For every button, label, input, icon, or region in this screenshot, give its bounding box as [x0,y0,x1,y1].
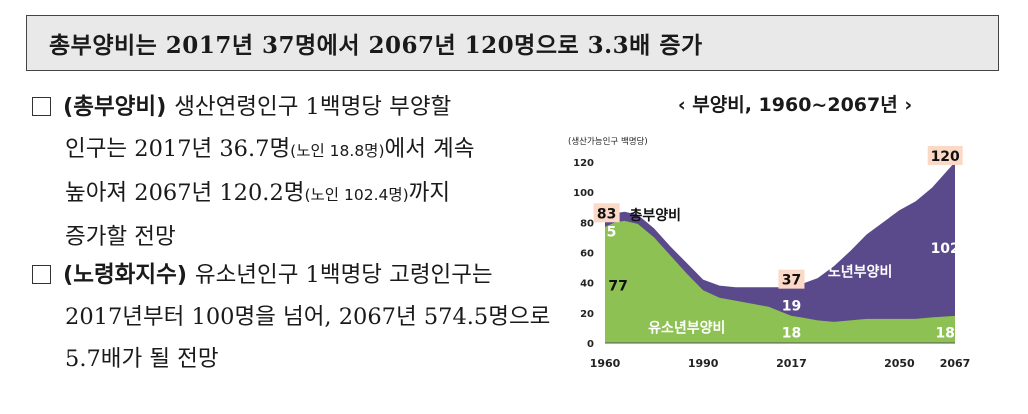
text-segment: (노인 102.4명) [304,186,409,204]
y-tick-label: 0 [587,339,594,350]
text-segment: 높아져 2067년 120.2명 [65,180,305,206]
bullet-aging-index: (노령화지수) 유소년인구 1백명당 고령인구는 2017년부터 100명을 넘어… [32,254,562,380]
bullet-line: (총부양비) 생산연령인구 1백명당 부양할 [32,86,562,128]
y-tick-label: 40 [580,279,594,290]
y-tick-label: 20 [580,309,594,320]
chart-title: ‹ 부양비, 1960~2067년 › [677,94,913,116]
text-segment: 유소년인구 1백명당 고령인구는 [194,262,493,288]
data-label: 120 [931,149,960,165]
series-label-total: 총부양비 [630,208,682,224]
x-tick-label: 2067 [940,357,971,370]
bullet-line: (노령화지수) 유소년인구 1백명당 고령인구는 [32,254,562,296]
text-segment: 인구는 2017년 36.7명 [65,136,291,162]
headline-box: 총부양비는 2017년 37명에서 2067년 120명으로 3.3배 증가 [26,15,999,71]
data-label: 19 [782,298,801,314]
data-label: 5 [607,224,617,240]
x-tick-label: 2017 [776,357,807,370]
bullet-label: (노령화지수) [63,262,195,288]
checkbox-square-icon [32,265,51,284]
text-segment: 2017년부터 100명을 넘어, 2067년 574.5명으로 [65,304,551,330]
data-label: 18 [935,325,954,341]
data-label-box [778,269,805,289]
data-label: 37 [782,273,801,289]
x-tick-label: 1990 [688,357,719,370]
y-axis-label: (생산가능인구 백명당) [568,136,648,147]
dependency-ratio-chart: (생산가능인구 백명당) 0 20 40 60 80 100 120 1960 1990 2017 2… [568,136,971,370]
bullet-line: 2017년부터 100명을 넘어, 2067년 574.5명으로 [32,296,562,338]
data-label: 102 [931,241,960,257]
series-label-old-age: 노년부양비 [828,265,892,281]
bullet-line: 인구는 2017년 36.7명(노인 18.8명)에서 계속 [32,128,562,172]
data-label: 18 [782,325,801,341]
x-tick-label: 1960 [590,357,621,370]
area-youth-dependency [605,220,955,343]
bullet-line: 높아져 2067년 120.2명(노인 102.4명)까지 [32,172,562,216]
data-label: 77 [608,279,627,295]
bullet-line: 증가할 전망 [32,216,562,258]
bullet-label: (총부양비) [63,94,175,120]
text-segment: 5.7배가 될 전망 [65,346,219,372]
data-label-box [927,145,963,165]
y-tick-label: 100 [573,188,594,199]
checkbox-square-icon [32,97,51,116]
text-segment: 증가할 전망 [65,224,176,250]
y-tick-label: 80 [580,218,594,229]
x-tick-label: 2050 [884,357,915,370]
text-segment: 에서 계속 [384,136,475,162]
series-label-youth: 유소년부양비 [648,320,725,336]
y-tick-label: 60 [580,249,594,260]
data-label: 83 [597,206,616,222]
bullet-total-dependency: (총부양비) 생산연령인구 1백명당 부양할 인구는 2017년 36.7명(노인… [32,86,562,258]
y-tick-label: 120 [573,158,594,169]
headline: 총부양비는 2017년 37명에서 2067년 120명으로 3.3배 증가 [49,32,703,59]
data-label-box [593,203,620,223]
text-segment: 까지 [408,180,451,206]
text-segment: (노인 18.8명) [290,142,385,160]
bullet-line: 5.7배가 될 전망 [32,338,562,380]
text-segment: 생산연령인구 1백명당 부양할 [174,94,452,120]
